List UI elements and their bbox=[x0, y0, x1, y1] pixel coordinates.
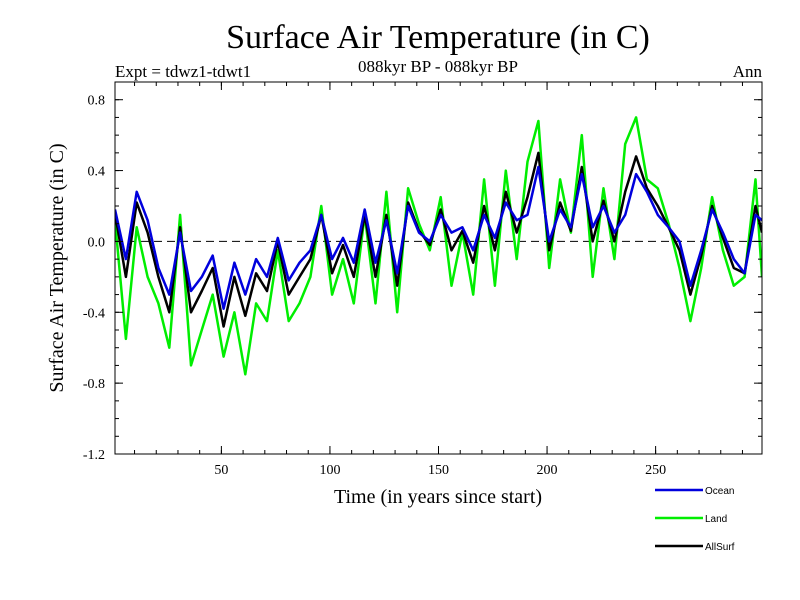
period-label: 088kyr BP - 088kyr BP bbox=[358, 57, 518, 76]
series-line-ocean bbox=[115, 165, 762, 310]
legend-label-land: Land bbox=[705, 514, 727, 525]
y-tick-label: 0.4 bbox=[88, 165, 106, 180]
series-line-allsurf bbox=[115, 151, 762, 328]
season-label: Ann bbox=[733, 62, 763, 81]
y-tick-label: -0.8 bbox=[83, 377, 105, 392]
experiment-label: Expt = tdwz1-tdwt1 bbox=[115, 62, 251, 81]
axes-group: 0.8 0.4 0.0 -0.4 -0.8 -1.2 50 100 150 200 250 bbox=[83, 81, 763, 478]
x-tick-label: 200 bbox=[537, 463, 558, 478]
y-tick-label: 0.8 bbox=[88, 94, 106, 109]
series-line-land bbox=[115, 116, 762, 376]
x-tick-label: 50 bbox=[214, 463, 228, 478]
x-tick-label: 100 bbox=[319, 463, 340, 478]
legend-label-allsurf: AllSurf bbox=[705, 542, 735, 553]
y-tick-label: -1.2 bbox=[83, 448, 105, 463]
chart-title: Surface Air Temperature (in C) bbox=[226, 19, 650, 56]
legend-label-ocean: Ocean bbox=[705, 486, 734, 497]
y-axis-label: Surface Air Temperature (in C) bbox=[46, 143, 68, 392]
y-tick-label: 0.0 bbox=[88, 235, 106, 250]
x-axis-label: Time (in years since start) bbox=[334, 486, 542, 508]
x-tick-label: 150 bbox=[428, 463, 449, 478]
legend: Ocean Land AllSurf bbox=[655, 486, 735, 553]
plot-series-group bbox=[115, 116, 762, 376]
x-tick-label: 250 bbox=[645, 463, 666, 478]
y-tick-label: -0.4 bbox=[83, 306, 105, 321]
